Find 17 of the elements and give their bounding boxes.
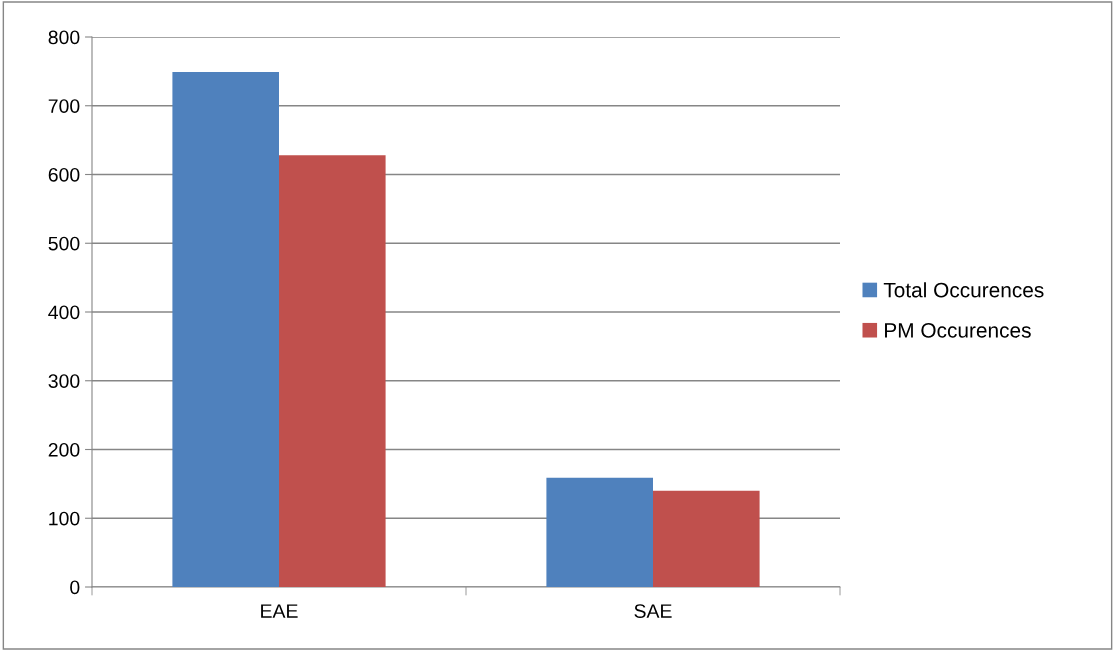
bar <box>172 72 279 587</box>
y-tick-label: 500 <box>48 236 80 251</box>
y-tick-label: 300 <box>48 374 80 388</box>
y-tick-label: 800 <box>48 30 80 45</box>
y-tick-label: 700 <box>48 99 80 113</box>
bar <box>546 477 653 587</box>
y-tick-label: 400 <box>48 305 80 320</box>
legend-label: PM Occurences <box>885 322 1031 338</box>
legend-label: Total Occurences <box>883 282 1044 298</box>
y-tick-label: 600 <box>48 167 80 182</box>
y-tick-label: 200 <box>48 442 80 457</box>
y-tick-label: 0 <box>70 580 80 595</box>
x-tick-label: EAE <box>261 604 298 618</box>
y-tick-label: 100 <box>49 511 80 526</box>
bar <box>279 155 386 587</box>
bar <box>653 490 760 587</box>
x-tick-label: SAE <box>634 604 672 618</box>
